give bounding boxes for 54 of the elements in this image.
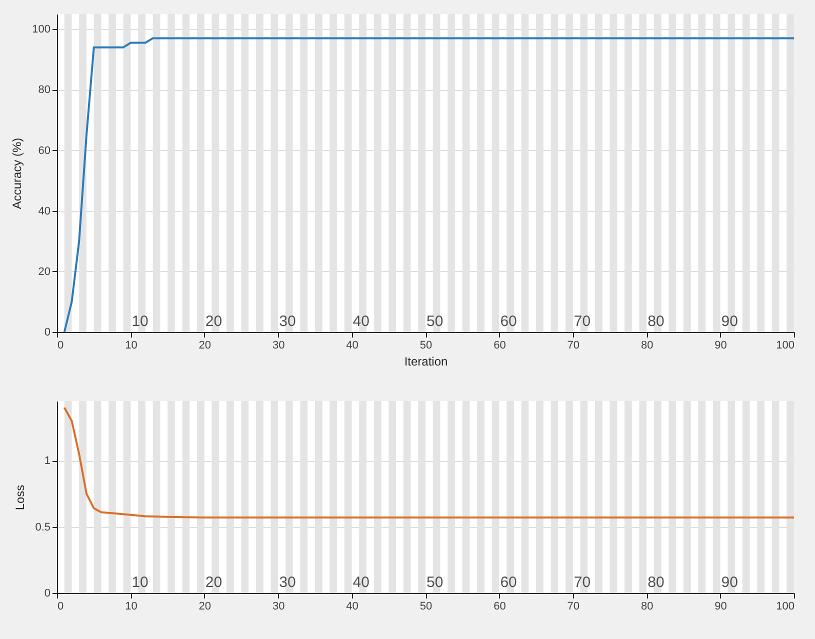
- annotation: 90: [721, 313, 738, 330]
- x-tick-label: 80: [640, 600, 654, 612]
- annotation: 30: [279, 574, 296, 591]
- x-axis-title: Iteration: [404, 354, 448, 368]
- x-tick-label: 30: [272, 600, 285, 612]
- annotation: 90: [721, 574, 738, 591]
- x-tick-label: 90: [714, 340, 727, 352]
- y-tick-label: 1: [44, 455, 50, 468]
- y-tick-label: 60: [38, 144, 50, 157]
- annotation: 10: [132, 313, 148, 330]
- x-tick-label: 70: [567, 340, 580, 352]
- annotation: 40: [352, 313, 370, 330]
- annotation: 70: [574, 313, 591, 330]
- x-tick-label: 90: [714, 600, 727, 612]
- line-series: [63, 406, 794, 519]
- y-tick-label: 0: [44, 588, 50, 600]
- y-axis-title: Accuracy (%): [10, 138, 24, 210]
- annotation: 60: [500, 313, 517, 330]
- x-tick-label: 20: [198, 340, 212, 352]
- line-series: [63, 37, 794, 332]
- x-tick-label: 50: [420, 340, 432, 352]
- annotation: 50: [426, 574, 444, 591]
- annotation: 70: [574, 574, 591, 591]
- x-tick-label: 50: [420, 600, 432, 612]
- annotation: 30: [279, 313, 296, 330]
- annotation: 60: [500, 574, 517, 591]
- x-tick-label: 40: [346, 600, 358, 612]
- x-tick-label: 100: [776, 340, 794, 352]
- x-tick-label: 10: [125, 600, 138, 612]
- x-tick-label: 30: [272, 340, 285, 352]
- y-tick-label: 40: [38, 205, 50, 218]
- x-tick-label: 100: [776, 600, 794, 612]
- x-tick-label: 60: [494, 340, 506, 352]
- y-tick-label: 0: [44, 326, 50, 338]
- x-tick-label: 10: [125, 340, 138, 352]
- x-tick-label: 20: [198, 600, 212, 612]
- x-tick-label: 70: [567, 600, 580, 612]
- y-tick-label: 0.5: [35, 521, 50, 534]
- annotation: 50: [426, 313, 444, 330]
- y-axis-title: Loss: [13, 484, 28, 510]
- x-tick-label: 0: [58, 600, 64, 612]
- y-tick-label: 80: [38, 84, 50, 96]
- x-tick-label: 40: [346, 340, 358, 352]
- annotation: 80: [648, 313, 664, 330]
- y-tick-label: 100: [32, 24, 50, 36]
- annotation: 10: [132, 574, 148, 591]
- x-tick-label: 60: [494, 600, 506, 612]
- annotation: 20: [205, 574, 222, 591]
- x-tick-label: 80: [640, 340, 654, 352]
- annotation: 40: [352, 574, 370, 591]
- annotation: 20: [205, 313, 222, 330]
- y-tick-label: 20: [38, 266, 50, 278]
- annotation: 80: [648, 574, 664, 591]
- x-tick-label: 0: [58, 340, 64, 352]
